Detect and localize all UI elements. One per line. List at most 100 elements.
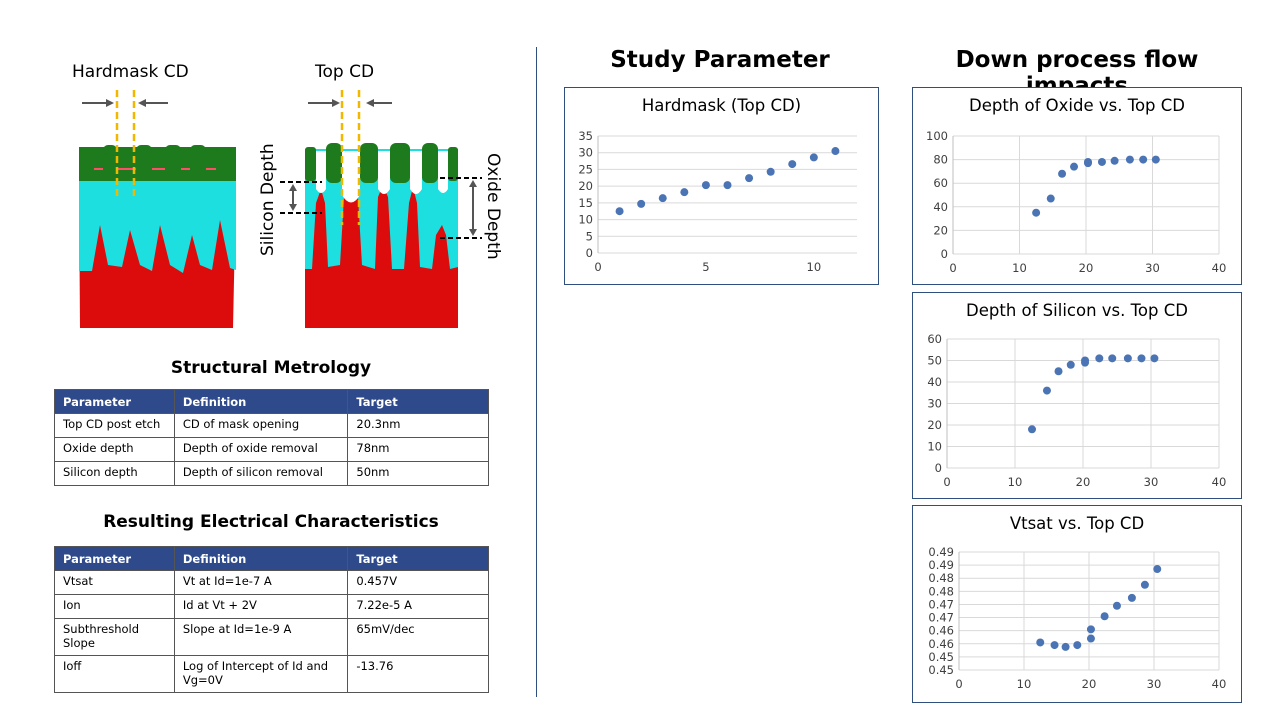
data-point (1112, 601, 1121, 610)
data-point (1054, 367, 1063, 376)
data-point (1086, 634, 1095, 643)
x-tick-label: 40 (1212, 261, 1227, 275)
data-point (1061, 642, 1070, 651)
data-point (1050, 641, 1059, 650)
table-cell: 7.22e-5 A (347, 594, 489, 619)
table-cell: 78nm (347, 437, 489, 462)
chart-title: Vtsat vs. Top CD (1009, 514, 1145, 533)
x-tick-label: 10 (807, 260, 822, 274)
oxide-depth-chart-plot: 0 20 40 60 80 100 0 10 20 30 40 (926, 129, 1227, 275)
x-tick-label: 10 (1017, 677, 1032, 691)
data-point (1127, 593, 1136, 602)
table-header-row: Parameter Definition Target (54, 546, 489, 571)
data-point (1066, 360, 1075, 369)
y-tick-label: 5 (586, 229, 593, 243)
y-tick-label: 0.45 (928, 663, 954, 677)
chart-title: Depth of Silicon vs. Top CD (966, 301, 1188, 320)
column-header: Definition (173, 546, 349, 571)
x-tick-label: 30 (1144, 475, 1159, 489)
y-tick-label: 35 (578, 129, 593, 143)
data-point (1032, 208, 1041, 217)
data-point (1108, 354, 1117, 363)
data-point (1140, 580, 1149, 589)
table-row: Subthreshold Slope Slope at Id=1e-9 A 65… (54, 618, 489, 656)
data-point (766, 167, 775, 176)
top-cd-cross-section (280, 90, 482, 328)
y-tick-label: 0.48 (928, 571, 954, 585)
vtsat-chart: Vtsat vs. Top CD 0.45 0.45 0.46 0.46 0.47 0.4… (912, 505, 1242, 703)
y-tick-label: 0.45 (928, 650, 954, 664)
y-tick-label: 0 (935, 461, 942, 475)
y-tick-label: 0.49 (928, 545, 954, 559)
table-cell: 0.457V (347, 570, 489, 595)
x-tick-label: 20 (1082, 677, 1097, 691)
table-cell: Id at Vt + 2V (173, 594, 349, 619)
oxide-depth-chart: Depth of Oxide vs. Top CD 0 20 40 60 80 100 0 1… (912, 87, 1242, 285)
table-cell: Ion (54, 594, 175, 619)
study-parameter-heading: Study Parameter (610, 47, 830, 73)
y-tick-label: 25 (578, 162, 593, 176)
table-cell: Silicon depth (54, 461, 175, 486)
table-cell: Ioff (54, 655, 175, 693)
hardmask-cd-guides (115, 90, 136, 197)
structural-metrology-table: Parameter Definition Target Top CD post … (54, 389, 489, 486)
data-point (701, 181, 710, 190)
y-tick-label: 0.47 (928, 597, 954, 611)
y-tick-label: 100 (926, 129, 948, 143)
y-tick-label: 30 (927, 397, 942, 411)
y-tick-label: 15 (578, 196, 593, 210)
data-point (1081, 358, 1090, 367)
y-tick-label: 50 (927, 354, 942, 368)
data-point (1036, 638, 1045, 647)
table-cell: 65mV/dec (347, 618, 489, 656)
x-tick-label: 40 (1212, 677, 1227, 691)
silicon-depth-chart: Depth of Silicon vs. Top CD 0 10 20 30 40 50 6… (912, 292, 1242, 499)
data-point (788, 160, 797, 169)
y-tick-label: 0.49 (928, 558, 954, 572)
data-point (1070, 162, 1079, 171)
electrical-characteristics-table: Parameter Definition Target Vtsat Vt at … (54, 546, 489, 693)
silicon-depth-chart-plot: 0 10 20 30 40 50 60 0 10 20 30 40 (927, 332, 1227, 489)
table-row: Ioff Log of Intercept of Id and Vg=0V -1… (54, 655, 489, 693)
table-cell: 20.3nm (347, 413, 489, 438)
x-tick-label: 0 (949, 261, 956, 275)
y-tick-label: 60 (927, 332, 942, 346)
oxide-depth-label: Oxide Depth (483, 153, 503, 260)
table-cell: Depth of oxide removal (173, 437, 349, 462)
data-point (1137, 354, 1146, 363)
section-divider (536, 47, 537, 697)
y-tick-label: 20 (578, 179, 593, 193)
data-point (1153, 565, 1162, 574)
table-cell: Slope at Id=1e-9 A (173, 618, 349, 656)
y-tick-label: 10 (927, 440, 942, 454)
data-point (680, 188, 689, 197)
top-cd-label: Top CD (315, 62, 375, 82)
data-point (831, 147, 840, 156)
data-point (745, 174, 754, 183)
table-header-row: Parameter Definition Target (54, 389, 489, 414)
silicon-depth-label: Silicon Depth (258, 143, 278, 256)
data-point (637, 199, 646, 208)
table-row: Silicon depth Depth of silicon removal 5… (54, 461, 489, 486)
y-tick-label: 10 (578, 213, 593, 227)
y-tick-label: 0.48 (928, 584, 954, 598)
hardmask-cross-section (79, 90, 236, 328)
data-point (1150, 354, 1159, 363)
x-tick-label: 0 (955, 677, 962, 691)
table-cell: Log of Intercept of Id and Vg=0V (173, 655, 349, 693)
table-cell: Subthreshold Slope (54, 618, 175, 656)
x-tick-label: 20 (1079, 261, 1094, 275)
data-point (1125, 155, 1134, 164)
table-row: Oxide depth Depth of oxide removal 78nm (54, 437, 489, 462)
column-header: Definition (173, 389, 349, 414)
hardmask-fins (79, 145, 236, 181)
x-tick-label: 40 (1212, 475, 1227, 489)
top-cd-arrows (308, 99, 392, 107)
hardmask-chart-plot: 0 5 10 15 20 25 30 35 0 5 10 (578, 129, 857, 274)
y-tick-label: 0 (586, 246, 593, 260)
data-point (1058, 169, 1067, 178)
y-tick-label: 40 (927, 375, 942, 389)
y-tick-label: 20 (927, 418, 942, 432)
data-point (1123, 354, 1132, 363)
y-tick-label: 60 (933, 176, 948, 190)
